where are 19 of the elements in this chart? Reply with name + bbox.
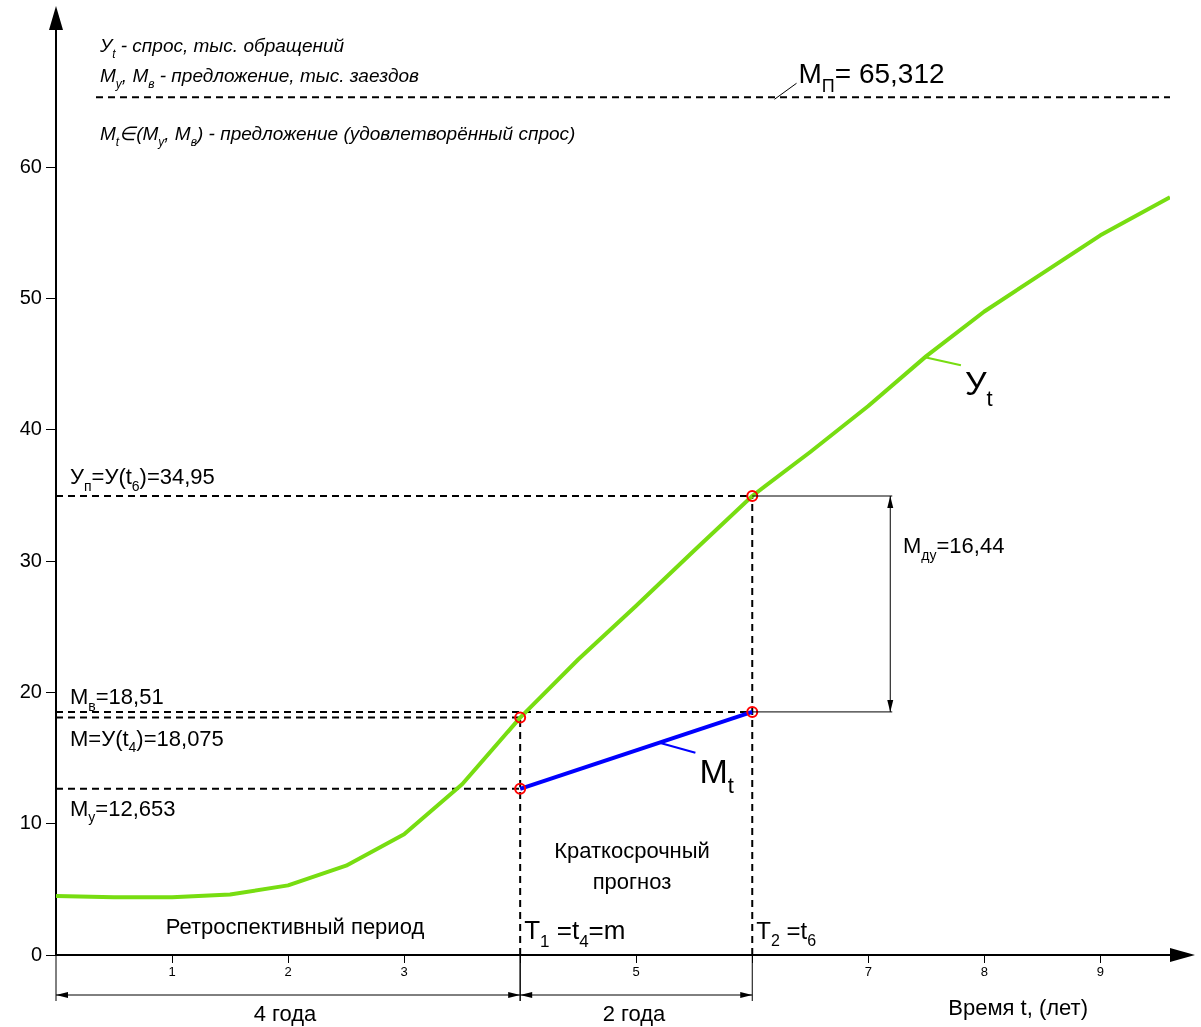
y-tick-label: 0: [30, 942, 42, 965]
y-tick-label: 50: [19, 285, 42, 308]
y-tick-label: 10: [19, 811, 42, 834]
y-tick-label: 30: [19, 548, 42, 571]
x-tick-label: 5: [632, 964, 640, 980]
x-tick-label: 3: [400, 964, 408, 980]
x-tick-label: 9: [1096, 964, 1104, 980]
y-tick-label: 40: [19, 417, 42, 440]
x-tick-label: 7: [864, 964, 872, 980]
text: 2 года: [602, 1001, 667, 1026]
y-tick-label: 20: [19, 679, 42, 702]
annotation: Ретроспективный период: [165, 914, 425, 939]
y-tick-label: 60: [19, 154, 42, 177]
annotation: Краткосрочный прогноз: [554, 838, 710, 894]
x-axis-title: Время t, (лет): [948, 995, 1088, 1020]
x-tick-label: 2: [284, 964, 292, 980]
x-tick-label: 8: [980, 964, 988, 980]
x-tick-label: 1: [168, 964, 176, 980]
text: 4 года: [253, 1001, 318, 1026]
